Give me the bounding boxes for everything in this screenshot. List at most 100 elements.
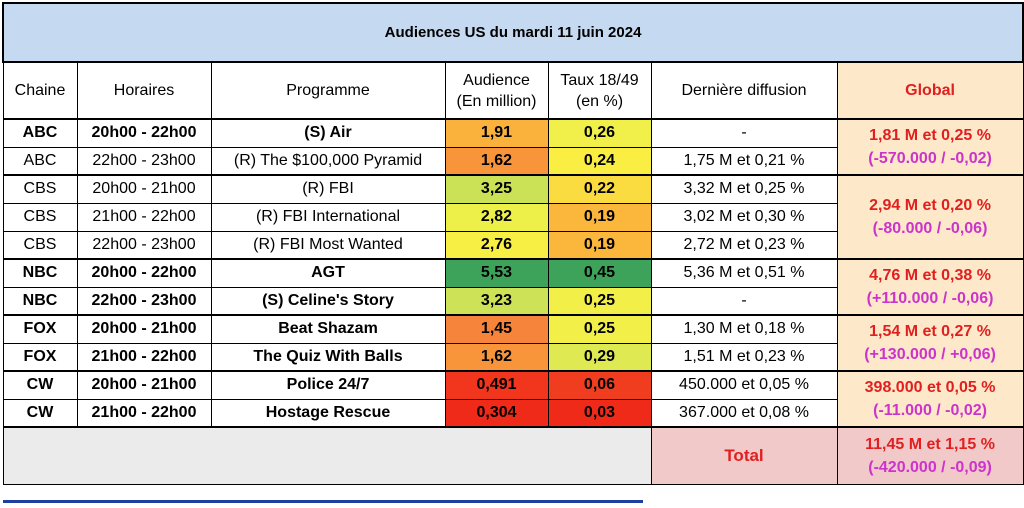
header-audience: Audience (En million) [444, 61, 549, 120]
global-diff: (-11.000 / -0,02) [873, 402, 987, 419]
table-row: CBS 21h00 - 22h00 (R) FBI International … [2, 202, 1023, 232]
cell-audience: 1,62 [444, 342, 549, 372]
cell-programme: The Quiz With Balls [210, 342, 446, 372]
cell-derniere: 450.000 et 0,05 % [650, 370, 838, 400]
cell-chaine: FOX [2, 342, 78, 372]
cell-derniere: 5,36 M et 0,51 % [650, 258, 838, 288]
cell-audience: 3,23 [444, 286, 549, 316]
total-main: 11,45 M et 1,15 % [865, 436, 995, 453]
cell-audience: 0,304 [444, 398, 549, 428]
global-main: 1,54 M et 0,27 % [869, 323, 991, 340]
cell-derniere: 2,72 M et 0,23 % [650, 230, 838, 260]
table-row: NBC 22h00 - 23h00 (S) Celine's Story 3,2… [2, 286, 1023, 316]
global-cell-nbc: 4,76 M et 0,38 % (+110.000 / -0,06) [836, 258, 1024, 316]
cell-horaires: 21h00 - 22h00 [76, 202, 212, 232]
global-main: 4,76 M et 0,38 % [869, 267, 991, 284]
cell-horaires: 22h00 - 23h00 [76, 146, 212, 176]
cell-horaires: 20h00 - 22h00 [76, 258, 212, 288]
cell-horaires: 20h00 - 21h00 [76, 314, 212, 344]
global-main: 1,81 M et 0,25 % [869, 127, 991, 144]
cell-chaine: NBC [2, 258, 78, 288]
cell-derniere: 1,51 M et 0,23 % [650, 342, 838, 372]
cell-chaine: CBS [2, 230, 78, 260]
cell-chaine: CBS [2, 174, 78, 204]
cell-chaine: ABC [2, 146, 78, 176]
global-main: 398.000 et 0,05 % [864, 379, 996, 396]
header-taux: Taux 18/49 (en %) [547, 61, 652, 120]
cell-audience: 3,25 [444, 174, 549, 204]
cell-horaires: 21h00 - 22h00 [76, 398, 212, 428]
cell-audience: 2,76 [444, 230, 549, 260]
cell-taux: 0,24 [547, 146, 652, 176]
table-title: Audiences US du mardi 11 juin 2024 [1, 2, 1024, 63]
global-diff: (+130.000 / +0,06) [864, 346, 996, 363]
total-value: 11,45 M et 1,15 % (-420.000 / -0,09) [836, 426, 1024, 485]
cell-programme: Police 24/7 [210, 370, 446, 400]
cell-horaires: 20h00 - 21h00 [76, 370, 212, 400]
total-diff: (-420.000 / -0,09) [868, 459, 992, 476]
total-label: Total [650, 426, 838, 485]
cell-chaine: CW [2, 398, 78, 428]
header-audience-line1: Audience [463, 71, 530, 89]
cell-chaine: CBS [2, 202, 78, 232]
cell-audience: 1,45 [444, 314, 549, 344]
header-audience-line2: (En million) [456, 92, 537, 110]
header-taux-line2: (en %) [575, 92, 624, 110]
cell-derniere: 3,32 M et 0,25 % [650, 174, 838, 204]
cell-derniere: 367.000 et 0,08 % [650, 398, 838, 428]
cell-derniere: 3,02 M et 0,30 % [650, 202, 838, 232]
cell-chaine: ABC [2, 118, 78, 148]
cell-programme: Beat Shazam [210, 314, 446, 344]
table-row: CBS 20h00 - 21h00 (R) FBI 3,25 0,22 3,32… [2, 174, 1024, 260]
cell-taux: 0,45 [547, 258, 652, 288]
cell-taux: 0,26 [547, 118, 652, 148]
cell-taux: 0,25 [547, 286, 652, 316]
cell-audience: 1,62 [444, 146, 549, 176]
cell-programme: Hostage Rescue [210, 398, 446, 428]
cell-taux: 0,03 [547, 398, 652, 428]
table-row: FOX 20h00 - 21h00 Beat Shazam 1,45 0,25 … [2, 314, 1024, 372]
footer-blue-line [3, 500, 643, 503]
cell-derniere: - [650, 286, 838, 316]
table-row: ABC 20h00 - 22h00 (S) Air 1,91 0,26 - 1,… [2, 118, 1024, 176]
cell-horaires: 20h00 - 22h00 [76, 118, 212, 148]
global-cell-fox: 1,54 M et 0,27 % (+130.000 / +0,06) [836, 314, 1024, 372]
cell-programme: (R) FBI International [210, 202, 446, 232]
header-derniere: Dernière diffusion [650, 61, 838, 120]
cell-derniere: - [650, 118, 838, 148]
cell-horaires: 22h00 - 23h00 [76, 286, 212, 316]
global-diff: (+110.000 / -0,06) [866, 290, 994, 307]
table-row: NBC 20h00 - 22h00 AGT 5,53 0,45 5,36 M e… [2, 258, 1024, 316]
cell-chaine: CW [2, 370, 78, 400]
cell-horaires: 22h00 - 23h00 [76, 230, 212, 260]
cell-programme: (R) FBI [210, 174, 446, 204]
audience-table: Audiences US du mardi 11 juin 2024 Chain… [1, 2, 1024, 485]
cell-audience: 2,82 [444, 202, 549, 232]
cell-horaires: 21h00 - 22h00 [76, 342, 212, 372]
cell-taux: 0,19 [547, 202, 652, 232]
cell-audience: 1,91 [444, 118, 549, 148]
cell-horaires: 20h00 - 21h00 [76, 174, 212, 204]
footer-blank [2, 426, 652, 485]
global-diff: (-80.000 / -0,06) [872, 220, 988, 237]
header-taux-line1: Taux 18/49 [560, 71, 639, 89]
table-row: CBS 22h00 - 23h00 (R) FBI Most Wanted 2,… [2, 230, 1023, 260]
cell-chaine: FOX [2, 314, 78, 344]
global-cell-cw: 398.000 et 0,05 % (-11.000 / -0,02) [836, 370, 1024, 428]
cell-programme: (S) Celine's Story [210, 286, 446, 316]
total-row: Total 11,45 M et 1,15 % (-420.000 / -0,09… [2, 426, 1024, 485]
header-programme: Programme [210, 61, 446, 120]
table-row: ABC 22h00 - 23h00 (R) The $100,000 Pyram… [2, 146, 1023, 176]
table-row: CW 20h00 - 21h00 Police 24/7 0,491 0,06 … [2, 370, 1024, 428]
global-cell-cbs: 2,94 M et 0,20 % (-80.000 / -0,06) [836, 174, 1024, 260]
cell-audience: 0,491 [444, 370, 549, 400]
cell-derniere: 1,75 M et 0,21 % [650, 146, 838, 176]
header-horaires: Horaires [76, 61, 212, 120]
cell-chaine: NBC [2, 286, 78, 316]
header-global: Global [836, 61, 1024, 120]
cell-taux: 0,22 [547, 174, 652, 204]
cell-programme: (R) The $100,000 Pyramid [210, 146, 446, 176]
cell-derniere: 1,30 M et 0,18 % [650, 314, 838, 344]
table-row: CW 21h00 - 22h00 Hostage Rescue 0,304 0,… [2, 398, 1023, 428]
